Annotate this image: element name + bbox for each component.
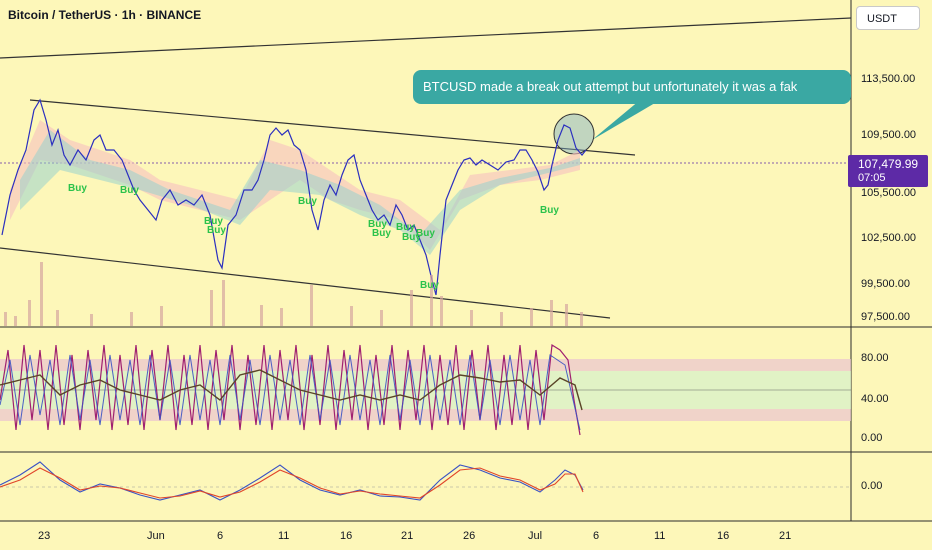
price-axis-label: 113,500.00: [861, 73, 916, 85]
macd-line[interactable]: [0, 461, 584, 501]
time-axis-label: 11: [654, 530, 666, 542]
price-axis-label: 97,500.00: [861, 311, 910, 323]
buy-signal-label: Buy: [207, 225, 226, 236]
buy-signal-label: Buy: [120, 185, 139, 196]
buy-signal-label: Buy: [540, 205, 559, 216]
signal-line[interactable]: [0, 467, 584, 499]
rsi-line[interactable]: [0, 369, 583, 411]
time-axis-label: 6: [593, 530, 600, 542]
indicator-cloud: [10, 120, 580, 250]
chart-title: Bitcoin / TetherUS · 1h · BINANCE: [8, 8, 202, 22]
price-axis-label: 105,500.00: [861, 187, 917, 199]
time-axis-label: 11: [278, 530, 290, 542]
trendline-channel-lower[interactable]: [0, 247, 611, 319]
indicator-cloud-2: [20, 130, 580, 255]
time-axis-label: Jul: [528, 530, 543, 542]
current-price: 107,479.99: [858, 157, 919, 171]
buy-signal-label: Buy: [416, 228, 435, 239]
osc-axis-label: 0.00: [861, 432, 883, 444]
osc-axis-label: 40.00: [861, 393, 889, 405]
buy-signal-label: Buy: [204, 216, 223, 227]
osc-band-lower: [0, 409, 851, 421]
current-price-badge: 107,479.99 07:05: [848, 155, 928, 187]
time-axis-label: 23: [38, 530, 51, 542]
stoch-d-line[interactable]: [0, 354, 581, 431]
time-axis-label: 26: [463, 530, 476, 542]
trendline-channel-upper[interactable]: [29, 99, 636, 156]
buy-signal-label: Buy: [298, 196, 317, 207]
bar-countdown: 07:05: [858, 172, 886, 184]
time-axis-label: 6: [217, 530, 224, 542]
time-axis-label: 16: [717, 530, 730, 542]
price-axis-label: 109,500.00: [861, 129, 917, 141]
time-axis-label: Jun: [147, 530, 165, 542]
buy-signal-label: Buy: [68, 183, 87, 194]
price-axis-label: 99,500.00: [861, 278, 910, 290]
trendline-top[interactable]: [0, 17, 852, 59]
price-series[interactable]: [1, 98, 587, 296]
buy-signal-label: Buy: [368, 219, 387, 230]
buy-signal-label: Buy: [402, 232, 421, 243]
buy-signal-label: Buy: [372, 228, 391, 239]
annotation-callout[interactable]: BTCUSD made a break out attempt but unfo…: [413, 70, 851, 104]
price-axis-label: 102,500.00: [861, 232, 917, 244]
time-axis-label: 21: [779, 530, 792, 542]
volume-bars: [4, 262, 583, 326]
macd-axis-label: 0.00: [861, 480, 883, 492]
osc-axis-label: 80.00: [861, 352, 889, 364]
currency-selector[interactable]: USDT: [856, 6, 920, 30]
buy-signal-label: Buy: [420, 280, 439, 291]
time-axis-label: 16: [340, 530, 353, 542]
time-axis-label: 21: [401, 530, 414, 542]
buy-signal-label: Buy: [396, 222, 415, 233]
callout-pointer: [592, 100, 660, 140]
